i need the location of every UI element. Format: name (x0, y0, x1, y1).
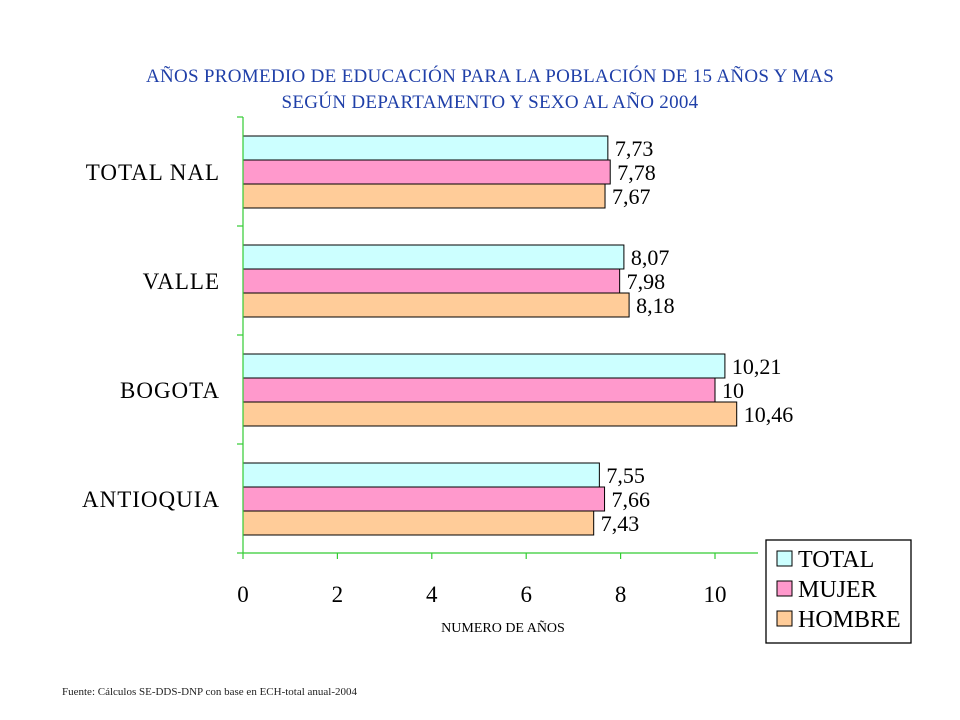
data-label: 10,46 (744, 402, 794, 427)
legend-swatch-mujer (776, 580, 793, 597)
chart-title-line1: AÑOS PROMEDIO DE EDUCACIÓN PARA LA POBLA… (145, 66, 835, 87)
legend-label-hombre: HOMBRE (798, 607, 901, 633)
bar-antioquia-total (242, 462, 600, 488)
x-tick-label: 10 (704, 582, 727, 607)
data-label: 7,55 (606, 463, 645, 488)
data-label: 7,78 (617, 160, 656, 185)
legend-label-mujer: MUJER (798, 577, 877, 603)
source-note: Fuente: Cálculos SE-DDS-DNP con base en … (62, 686, 358, 698)
x-tick-label: 0 (237, 582, 249, 607)
x-tick-label: 6 (520, 582, 532, 607)
x-tick-label: 2 (332, 582, 344, 607)
x-axis-title: NUMERO DE AÑOS (441, 620, 565, 636)
bar-antioquia-hombre (242, 510, 595, 536)
bar-valle-hombre (242, 292, 630, 318)
bar-bogota-hombre (242, 401, 738, 427)
legend-swatch-hombre (776, 610, 793, 627)
chart-title-line2: SEGÚN DEPARTAMENTO Y SEXO AL AÑO 2004 (281, 92, 699, 113)
legend-swatch-total (776, 550, 793, 567)
category-label: VALLE (143, 269, 220, 294)
legend-label-total: TOTAL (798, 547, 874, 573)
data-label: 7,98 (627, 269, 666, 294)
bar-antioquia-mujer (242, 486, 606, 512)
bar-valle-mujer (242, 268, 621, 294)
data-label: 8,07 (631, 245, 670, 270)
category-label: TOTAL NAL (86, 160, 220, 185)
bar-total-nal-hombre (242, 183, 606, 209)
data-label: 7,43 (601, 511, 640, 536)
category-label: ANTIOQUIA (82, 487, 220, 512)
x-tick-label: 4 (426, 582, 438, 607)
data-label: 7,66 (612, 487, 651, 512)
data-label: 10,21 (732, 354, 782, 379)
bar-bogota-mujer (242, 377, 716, 403)
bar-total-nal-mujer (242, 159, 611, 185)
data-label: 10 (722, 378, 744, 403)
x-tick-label: 8 (615, 582, 627, 607)
data-label: 8,18 (636, 293, 675, 318)
data-label: 7,73 (615, 136, 654, 161)
category-label: BOGOTA (120, 378, 220, 403)
bar-valle-total (242, 244, 625, 270)
bar-total-nal-total (242, 135, 609, 161)
data-label: 7,67 (612, 184, 651, 209)
bar-bogota-total (242, 353, 726, 379)
